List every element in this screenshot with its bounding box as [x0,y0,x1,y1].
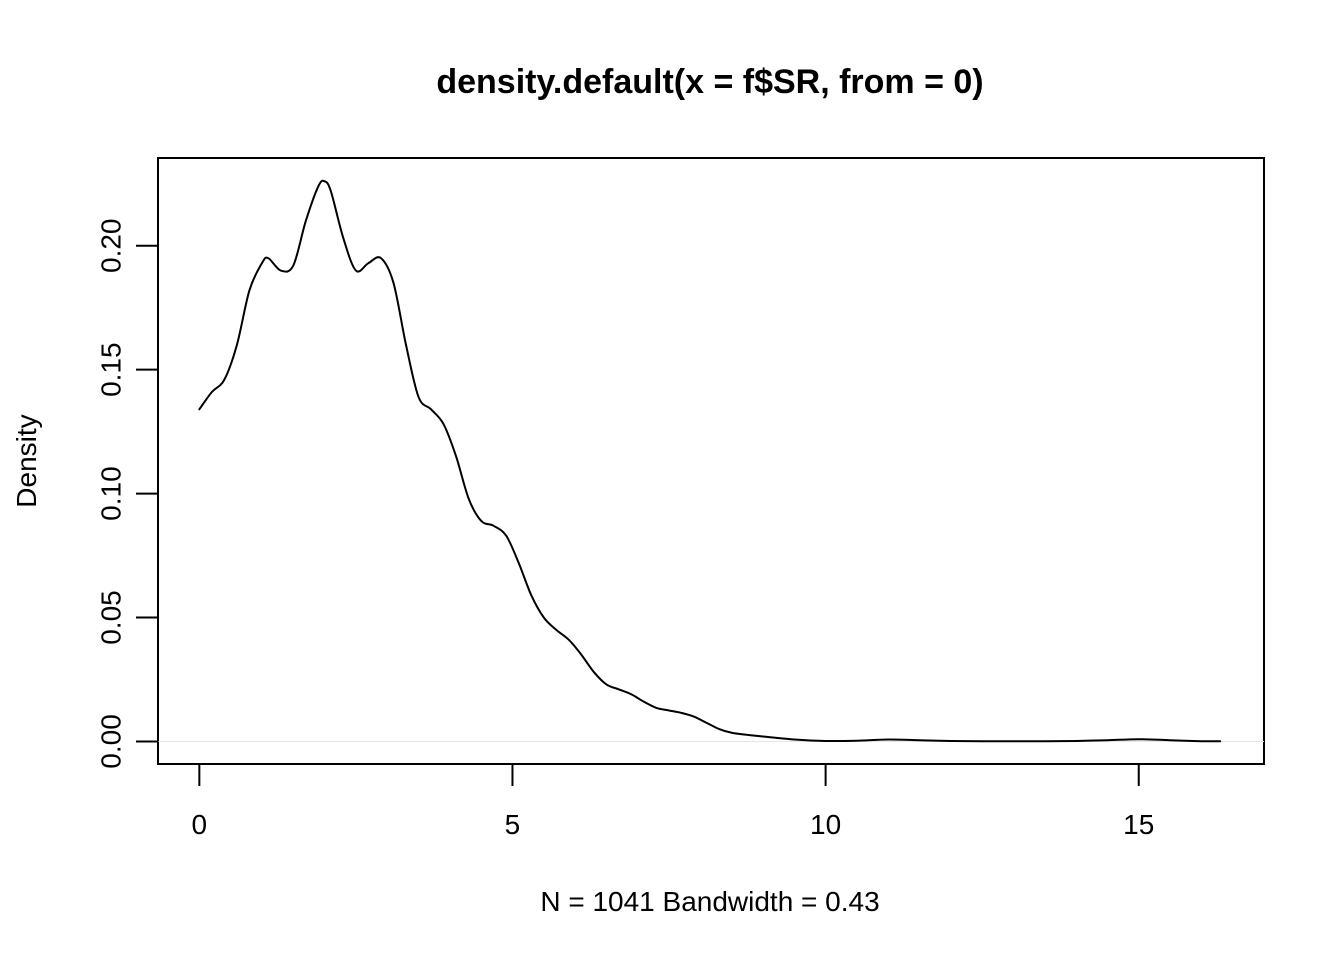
x-tick-label: 0 [192,809,208,840]
x-tick-label: 5 [505,809,521,840]
y-tick-label: 0.15 [96,342,127,397]
y-tick-label: 0.20 [96,218,127,272]
y-axis-label: Density [11,414,42,507]
y-axis: 0.00 0.05 0.10 0.15 0.20 [96,218,159,769]
x-axis: 0 5 10 15 [192,763,1154,840]
plot-frame [157,157,1265,765]
x-tick-label: 15 [1123,809,1154,840]
x-axis-label: N = 1041 Bandwidth = 0.43 [540,886,879,917]
y-tick-label: 0.00 [96,714,127,769]
y-tick-label: 0.10 [96,466,127,521]
chart-title: density.default(x = f$SR, from = 0) [436,63,983,101]
density-curve [198,179,1222,743]
y-tick-label: 0.05 [96,590,127,645]
x-tick-label: 10 [810,809,841,840]
